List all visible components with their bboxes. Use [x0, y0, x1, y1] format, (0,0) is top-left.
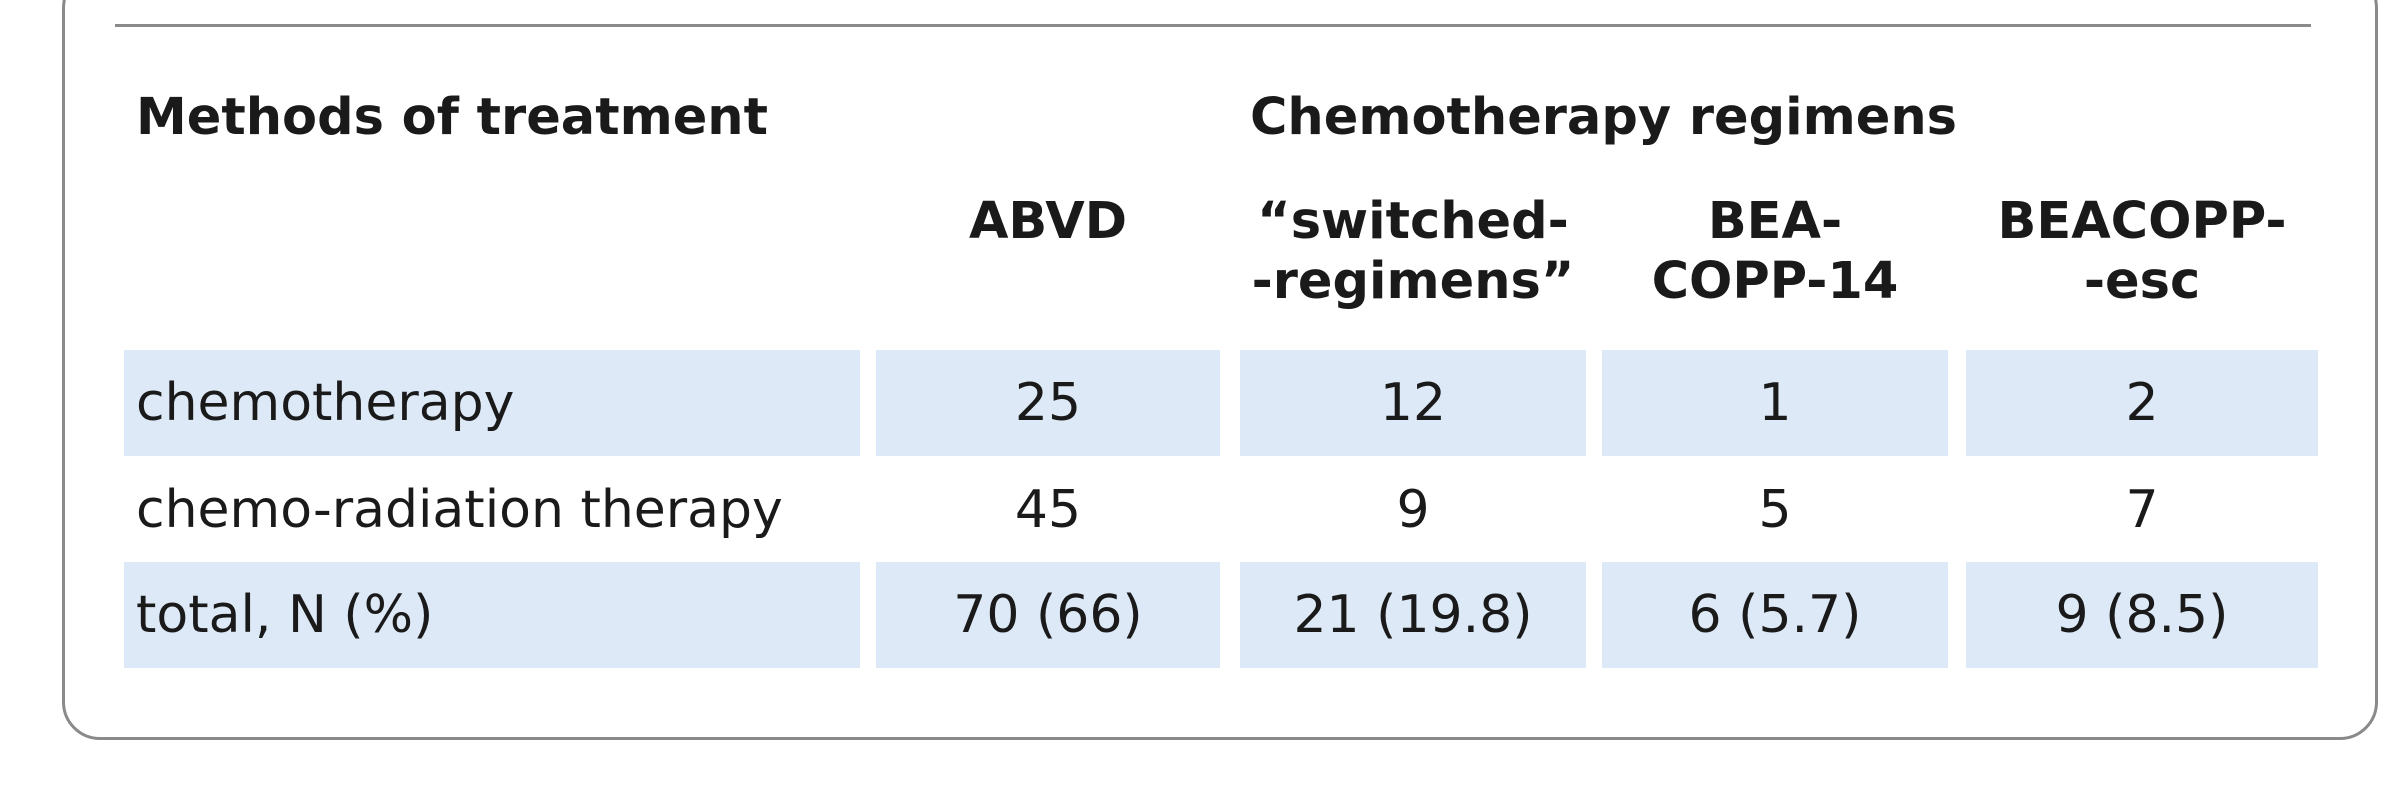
table-cell: 9 — [1396, 480, 1430, 540]
col-header-beacopp-14: BEA- COPP-14 — [1602, 192, 1948, 312]
table-cell: 70 (66) — [876, 562, 1220, 668]
col-header-line: COPP-14 — [1651, 252, 1899, 311]
row-label-chemo-radiation: chemo-radiation therapy — [136, 480, 783, 540]
col-header-beacopp-esc: BEACOPP- -esc — [1966, 192, 2318, 312]
col-header-abvd: ABVD — [876, 192, 1220, 252]
col-header-line: ABVD — [968, 192, 1128, 251]
table-cell: 5 — [1758, 480, 1792, 540]
col-header-line: -esc — [2083, 252, 2201, 311]
col-header-line: BEA- — [1707, 192, 1843, 251]
methods-header: Methods of treatment — [136, 88, 768, 147]
table-cell: 6 (5.7) — [1602, 562, 1948, 668]
col-header-line: -regimens” — [1251, 252, 1575, 311]
regimens-group-header: Chemotherapy regimens — [1250, 88, 1957, 147]
row-label-chemotherapy: chemotherapy — [124, 350, 860, 456]
col-header-switched-regimens: “switched- -regimens” — [1240, 192, 1586, 312]
table-cell: 45 — [1014, 480, 1082, 540]
row-label-total: total, N (%) — [124, 562, 860, 668]
table-cell: 7 — [2125, 480, 2159, 540]
table-cell: 25 — [876, 350, 1220, 456]
table-cell: 2 — [1966, 350, 2318, 456]
col-header-line: BEACOPP- — [1997, 192, 2287, 251]
table-cell: 12 — [1240, 350, 1586, 456]
table-cell: 21 (19.8) — [1240, 562, 1586, 668]
col-header-line: “switched- — [1257, 192, 1569, 251]
table-cell: 1 — [1602, 350, 1948, 456]
table-cell: 9 (8.5) — [1966, 562, 2318, 668]
top-rule — [115, 24, 2311, 27]
